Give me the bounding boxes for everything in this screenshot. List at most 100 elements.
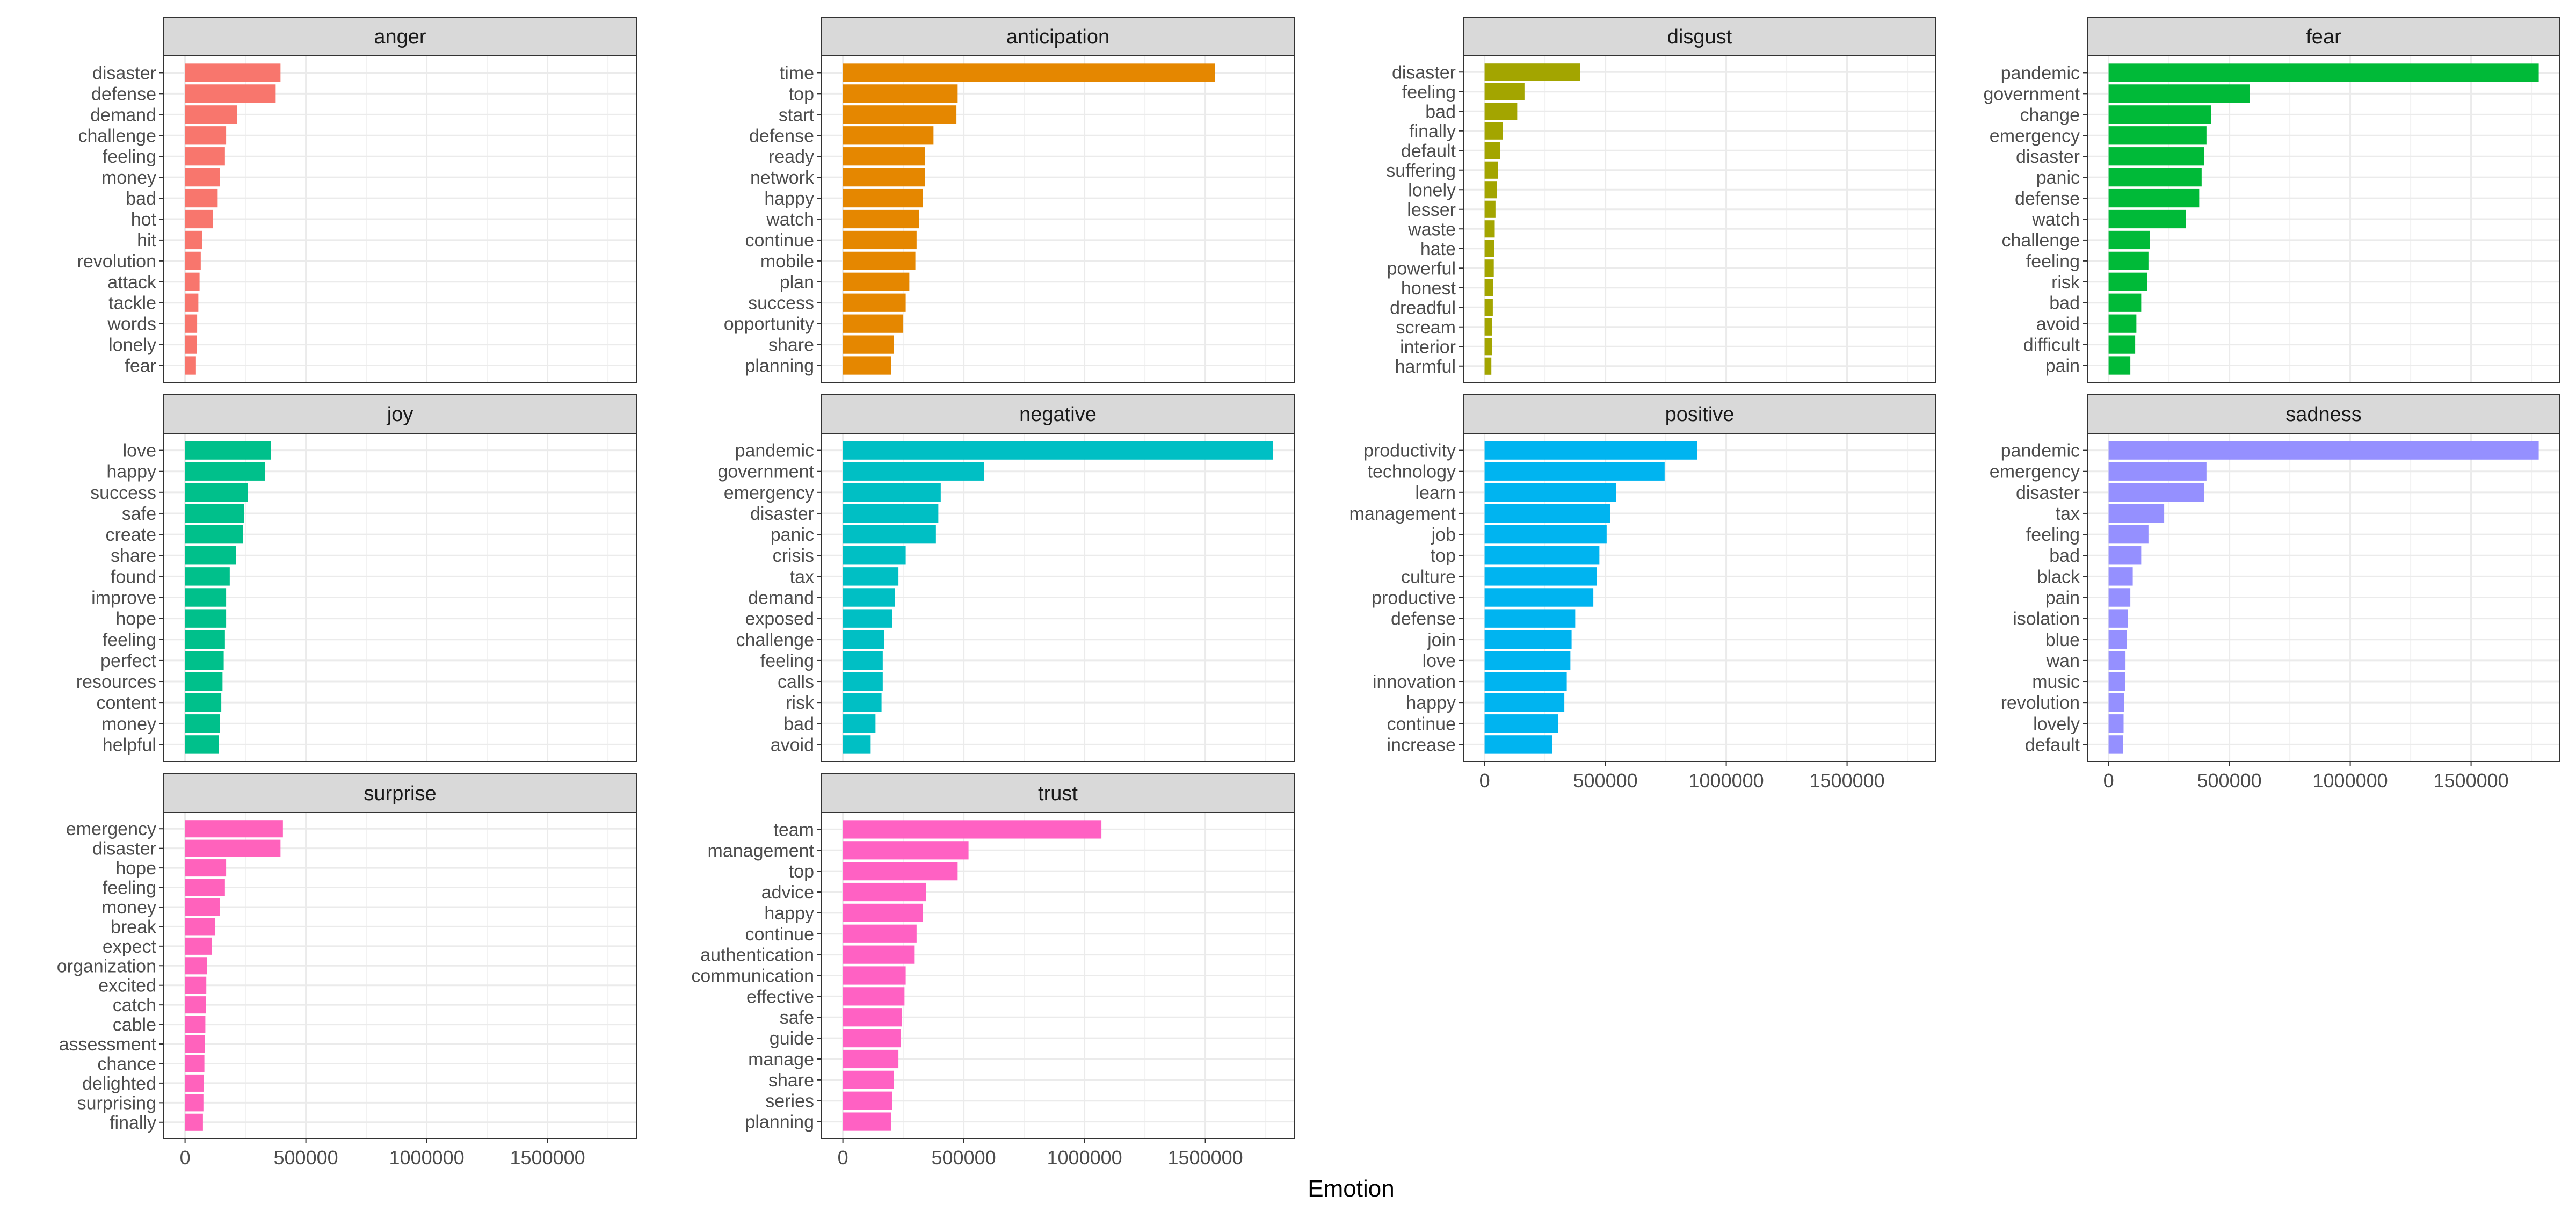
bar-negative-feeling — [843, 651, 883, 670]
word-label-fear-pain: pain — [2045, 356, 2080, 376]
word-label-disgust-powerful: powerful — [1387, 258, 1456, 279]
word-label-sadness-isolation: isolation — [2013, 609, 2080, 629]
x-tick-label: 500000 — [1573, 770, 1638, 792]
word-label-disgust-dreadful: dreadful — [1390, 298, 1456, 318]
word-label-anger-money: money — [101, 168, 156, 188]
word-label-joy-share: share — [111, 546, 156, 566]
bar-negative-government — [843, 462, 984, 481]
word-label-anticipation-opportunity: opportunity — [724, 314, 814, 335]
bar-anticipation-watch — [843, 209, 919, 229]
bar-surprise-assessment — [185, 1035, 205, 1053]
bar-disgust-scream — [1484, 318, 1492, 336]
bar-positive-defense — [1484, 609, 1576, 628]
bar-anger-challenge — [185, 126, 227, 145]
bar-positive-productive — [1484, 588, 1594, 607]
bar-negative-pandemic — [843, 441, 1273, 460]
bar-surprise-hope — [185, 859, 227, 877]
bar-fear-change — [2108, 105, 2211, 124]
word-label-joy-love: love — [123, 441, 156, 461]
word-label-anticipation-start: start — [779, 105, 815, 125]
facet-strip-surprise — [163, 773, 637, 813]
word-label-anticipation-mobile: mobile — [760, 251, 814, 272]
x-axis-surprise: 0 500000 1000000 1500000 — [180, 1139, 585, 1169]
bar-surprise-chance — [185, 1055, 205, 1072]
bar-positive-job — [1484, 525, 1607, 544]
word-label-positive-productivity: productivity — [1363, 441, 1456, 461]
word-label-positive-innovation: innovation — [1373, 672, 1456, 692]
word-label-positive-top: top — [1431, 546, 1456, 566]
bar-anger-attack — [185, 272, 200, 291]
word-label-surprise-cable: cable — [113, 1015, 156, 1035]
word-label-positive-technology: technology — [1368, 462, 1456, 482]
facet-title-sadness: sadness — [2285, 403, 2362, 426]
x-tick-label: 500000 — [274, 1147, 338, 1169]
word-label-negative-avoid: avoid — [771, 735, 814, 755]
word-label-joy-perfect: perfect — [100, 651, 156, 671]
x-axis-sadness: 0 500000 1000000 1500000 — [2103, 762, 2509, 792]
word-label-disgust-waste: waste — [1407, 219, 1456, 240]
bar-surprise-surprising — [185, 1094, 204, 1112]
word-label-sadness-blue: blue — [2045, 630, 2080, 650]
word-label-positive-love: love — [1423, 651, 1456, 671]
word-label-fear-feeling: feeling — [2026, 251, 2080, 272]
word-label-anger-fear: fear — [125, 356, 156, 376]
word-label-anger-revolution: revolution — [77, 251, 156, 272]
x-tick-label: 1000000 — [389, 1147, 465, 1169]
word-label-fear-difficult: difficult — [2023, 335, 2080, 356]
bar-anger-money — [185, 168, 220, 187]
word-label-anticipation-continue: continue — [745, 230, 814, 251]
bar-fear-challenge — [2108, 230, 2150, 250]
word-label-joy-resources: resources — [76, 672, 156, 692]
word-label-disgust-interior: interior — [1400, 337, 1456, 357]
bar-anticipation-opportunity — [843, 314, 904, 333]
word-label-anger-hit: hit — [137, 230, 156, 251]
panel-border — [163, 433, 637, 762]
bar-disgust-default — [1484, 142, 1500, 159]
bar-surprise-excited — [185, 976, 207, 994]
word-label-anger-disaster: disaster — [92, 63, 156, 83]
word-label-joy-found: found — [111, 567, 156, 587]
word-label-disgust-bad: bad — [1425, 101, 1456, 122]
x-tick-label: 0 — [2103, 770, 2114, 792]
word-label-anticipation-time: time — [780, 63, 814, 83]
word-label-trust-manage: manage — [748, 1049, 814, 1070]
bar-anticipation-planning — [843, 356, 891, 375]
facet-fear: fear pandemicgovernmentchangeemergencydis… — [1983, 17, 2560, 383]
word-label-anticipation-share: share — [768, 335, 814, 356]
word-label-surprise-delighted: delighted — [82, 1074, 156, 1094]
bar-anger-words — [185, 314, 198, 333]
word-label-joy-hope: hope — [115, 609, 156, 629]
word-label-joy-improve: improve — [91, 588, 156, 608]
word-label-sadness-bad: bad — [2049, 546, 2080, 566]
bar-fear-watch — [2108, 209, 2186, 229]
bar-joy-feeling — [185, 630, 225, 649]
x-tick-label: 0 — [838, 1147, 848, 1169]
bar-negative-crisis — [843, 546, 906, 565]
word-label-trust-authentication: authentication — [700, 945, 814, 966]
facet-trust: trust teammanagementtopadvicehappycontinu… — [691, 773, 1295, 1139]
bar-disgust-feeling — [1484, 83, 1525, 100]
bar-anger-hit — [185, 230, 202, 250]
word-label-disgust-hate: hate — [1420, 239, 1456, 259]
bar-anger-bad — [185, 188, 218, 208]
bar-fear-government — [2108, 84, 2250, 103]
bar-fear-feeling — [2108, 251, 2149, 270]
bar-trust-planning — [843, 1112, 891, 1131]
bar-joy-improve — [185, 588, 227, 607]
bar-disgust-dreadful — [1484, 299, 1493, 316]
word-label-surprise-excited: excited — [98, 976, 156, 996]
bar-joy-found — [185, 567, 230, 586]
bar-disgust-suffering — [1484, 161, 1498, 179]
word-label-sadness-black: black — [2037, 567, 2080, 587]
bar-fear-bad — [2108, 293, 2142, 312]
facet-strip-anger — [163, 17, 637, 56]
bar-anticipation-success — [843, 293, 906, 312]
facet-strip-trust — [821, 773, 1295, 813]
facet-strip-negative — [821, 394, 1295, 434]
word-label-trust-planning: planning — [745, 1112, 814, 1133]
word-label-negative-emergency: emergency — [724, 483, 814, 503]
bar-sadness-pandemic — [2108, 441, 2539, 460]
word-label-trust-management: management — [708, 840, 815, 861]
bar-surprise-feeling — [185, 879, 225, 896]
x-tick-label: 500000 — [2197, 770, 2262, 792]
